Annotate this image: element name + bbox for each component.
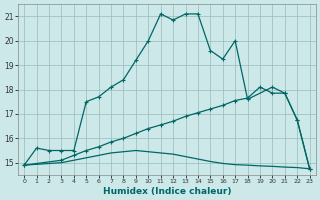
X-axis label: Humidex (Indice chaleur): Humidex (Indice chaleur)	[103, 187, 231, 196]
